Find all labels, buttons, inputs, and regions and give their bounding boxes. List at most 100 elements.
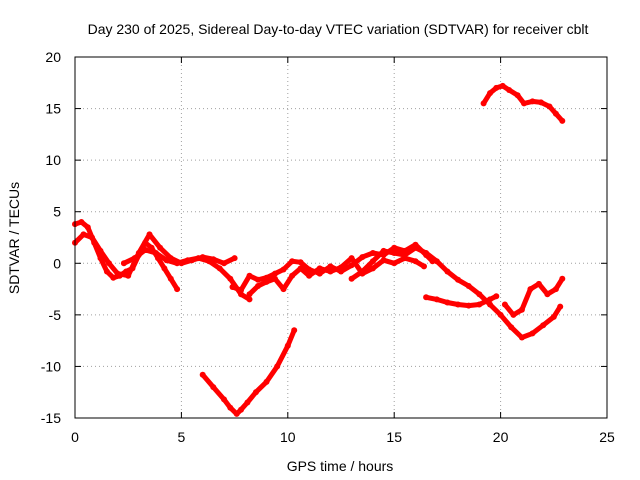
data-point bbox=[89, 234, 95, 241]
series-line bbox=[502, 276, 565, 318]
data-point bbox=[421, 263, 427, 270]
data-point bbox=[348, 275, 355, 282]
data-point bbox=[163, 257, 170, 264]
series-track-06 bbox=[246, 255, 427, 298]
data-point bbox=[255, 283, 261, 289]
data-point bbox=[380, 247, 387, 254]
data-point bbox=[152, 250, 159, 256]
x-tick-label: 5 bbox=[178, 429, 186, 445]
data-point bbox=[103, 268, 110, 275]
data-point bbox=[157, 244, 164, 251]
data-point bbox=[546, 103, 553, 110]
data-point bbox=[369, 265, 376, 272]
data-point bbox=[199, 371, 206, 378]
data-point bbox=[465, 302, 472, 309]
y-axis-ticks: -15 -10 -5 0 5 10 15 20 bbox=[41, 49, 607, 426]
series-track-09 bbox=[501, 275, 566, 318]
data-point bbox=[327, 263, 334, 270]
data-point bbox=[131, 255, 138, 262]
data-point bbox=[423, 250, 430, 256]
data-point bbox=[146, 231, 153, 238]
y-tick-label: 10 bbox=[45, 152, 61, 168]
data-point bbox=[521, 100, 527, 107]
data-point bbox=[433, 296, 440, 303]
data-point bbox=[161, 265, 168, 272]
data-point bbox=[246, 291, 253, 298]
data-point bbox=[538, 99, 544, 106]
data-point bbox=[221, 260, 227, 267]
data-point bbox=[391, 260, 398, 267]
chart-title: Day 230 of 2025, Sidereal Day-to-day VTE… bbox=[88, 21, 589, 37]
data-point bbox=[480, 100, 487, 107]
data-point bbox=[238, 291, 244, 298]
data-point bbox=[289, 258, 296, 265]
data-point bbox=[476, 291, 483, 298]
y-tick-label: 20 bbox=[45, 49, 61, 65]
data-point bbox=[412, 258, 419, 265]
data-point bbox=[476, 301, 483, 308]
data-point bbox=[487, 296, 493, 303]
data-point bbox=[359, 254, 366, 261]
data-point bbox=[263, 278, 270, 285]
data-point bbox=[120, 260, 127, 267]
data-point bbox=[535, 280, 542, 287]
data-point bbox=[106, 260, 112, 267]
data-point bbox=[184, 257, 191, 264]
data-point bbox=[291, 327, 298, 334]
x-tick-label: 0 bbox=[71, 429, 79, 445]
data-point bbox=[380, 257, 387, 264]
data-point bbox=[280, 286, 287, 293]
y-tick-label: -10 bbox=[41, 358, 61, 374]
data-point bbox=[423, 294, 430, 301]
data-point bbox=[306, 272, 313, 279]
data-point bbox=[359, 268, 366, 275]
data-point bbox=[227, 404, 234, 411]
data-point bbox=[455, 301, 461, 308]
data-point bbox=[338, 264, 344, 271]
data-point bbox=[369, 258, 376, 265]
data-point bbox=[233, 410, 240, 417]
data-point bbox=[316, 265, 323, 272]
y-tick-label: 0 bbox=[53, 255, 61, 271]
data-point bbox=[518, 334, 525, 341]
series-track-07 bbox=[348, 244, 564, 341]
y-axis-label: SDTVAR / TECUs bbox=[6, 182, 22, 294]
series-track-03 bbox=[120, 246, 253, 303]
data-point bbox=[97, 247, 104, 254]
data-point bbox=[348, 255, 355, 262]
x-tick-label: 20 bbox=[493, 429, 509, 445]
data-point bbox=[78, 219, 85, 225]
data-series-layer bbox=[72, 82, 566, 417]
data-point bbox=[252, 389, 259, 396]
data-point bbox=[174, 286, 181, 293]
data-point bbox=[391, 250, 398, 256]
data-point bbox=[327, 268, 334, 275]
y-tick-label: -5 bbox=[49, 307, 62, 323]
data-point bbox=[391, 244, 398, 251]
plot-frame bbox=[74, 56, 608, 419]
data-point bbox=[274, 363, 281, 370]
data-point bbox=[238, 287, 244, 294]
data-point bbox=[210, 384, 217, 391]
data-point bbox=[289, 272, 296, 279]
data-point bbox=[297, 265, 304, 272]
data-point bbox=[433, 258, 440, 265]
data-point bbox=[510, 311, 517, 318]
data-point bbox=[487, 90, 493, 97]
y-tick-label: 5 bbox=[53, 204, 61, 220]
data-point bbox=[272, 270, 278, 277]
data-point bbox=[272, 275, 278, 282]
data-point bbox=[167, 275, 174, 282]
data-point bbox=[84, 224, 91, 231]
data-point bbox=[216, 265, 223, 272]
data-point bbox=[114, 270, 121, 277]
data-point bbox=[229, 284, 236, 290]
data-point bbox=[246, 296, 253, 303]
data-point bbox=[540, 322, 547, 329]
data-point bbox=[529, 98, 536, 105]
data-point bbox=[280, 266, 287, 273]
x-axis-ticks: 0 5 10 15 20 25 bbox=[71, 57, 615, 445]
data-point bbox=[444, 299, 451, 306]
data-point bbox=[231, 255, 238, 262]
